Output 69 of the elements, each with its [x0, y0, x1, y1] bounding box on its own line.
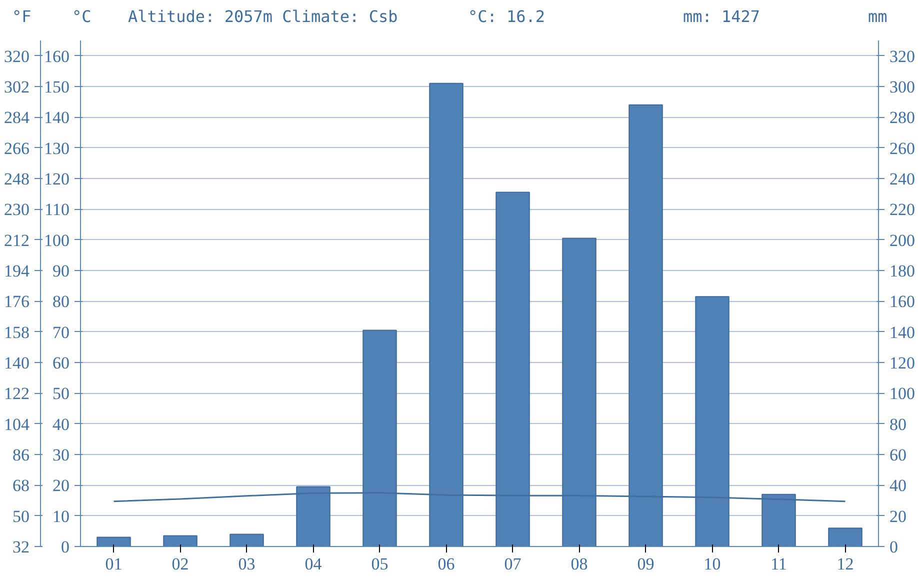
y2-tick-label: 60 [890, 446, 906, 464]
y3-tick-label: 176 [4, 292, 30, 312]
y-tick-label: 60 [52, 354, 70, 372]
y3-tick-label: 320 [4, 46, 30, 66]
y-tick-label: 150 [44, 78, 70, 96]
y-tick-label: 80 [52, 292, 70, 312]
y3-tick-label: 86 [12, 446, 30, 464]
y-tick-label: 0 [61, 538, 70, 556]
x-tick-label: 09 [637, 554, 654, 574]
y-tick-label: 70 [52, 322, 70, 342]
x-tick-label: 05 [371, 554, 388, 574]
y3-tick-label: 284 [4, 108, 30, 128]
y3-axis-title: °F [12, 6, 32, 28]
y3-tick-label: 194 [4, 262, 30, 280]
y3-tick-label: 230 [4, 200, 30, 220]
text: mm: 1427 [683, 6, 760, 28]
y2-tick-label: 300 [890, 78, 915, 96]
y-tick-label: 50 [52, 384, 70, 404]
x-tick-label: 08 [570, 554, 588, 574]
y2-tick-label: 200 [890, 230, 915, 250]
y-tick-label: 30 [52, 446, 70, 464]
y2-tick-label: 80 [890, 414, 906, 434]
x-tick-label: 10 [704, 554, 721, 574]
y-tick-label: 130 [44, 138, 70, 158]
y3-tick-label: 122 [4, 384, 30, 404]
y3-tick-label: 50 [12, 506, 30, 526]
y3-tick-label: 302 [4, 78, 30, 96]
y3-tick-label: 248 [4, 170, 30, 188]
y-tick-label: 90 [52, 262, 70, 280]
y2-tick-label: 180 [890, 262, 915, 280]
y-tick-label: 20 [52, 476, 70, 496]
y3-tick-label: 212 [4, 230, 30, 250]
x-tick-label: 04 [304, 554, 322, 574]
y3-tick-label: 104 [4, 414, 30, 434]
x-tick-label: 03 [238, 554, 256, 574]
x-tick-label: 01 [105, 554, 122, 574]
y3-tick-label: 158 [4, 322, 30, 342]
y2-axis-title: mm [868, 6, 888, 28]
y3-tick-label: 68 [12, 476, 30, 496]
y-axis-title: °C [72, 6, 92, 28]
y2-tick-label: 240 [890, 170, 915, 188]
y2-tick-label: 140 [890, 322, 915, 342]
y-tick-label: 140 [44, 108, 70, 128]
y-tick-label: 10 [52, 506, 70, 526]
y2-tick-label: 0 [890, 538, 898, 556]
x-tick-label: 06 [438, 554, 455, 574]
y2-tick-label: 220 [890, 200, 915, 220]
y2-tick-label: 160 [890, 292, 915, 312]
y-tick-label: 110 [44, 200, 70, 220]
x-tick-label: 11 [770, 554, 787, 574]
y2-tick-label: 320 [890, 46, 915, 66]
x-tick-label: 02 [172, 554, 189, 574]
y-tick-label: 160 [44, 46, 70, 66]
y3-tick-label: 140 [4, 354, 30, 372]
x-tick-label: 12 [836, 554, 854, 574]
y2-tick-label: 100 [890, 384, 915, 404]
y2-tick-label: 40 [890, 476, 906, 496]
y2-tick-label: 20 [890, 506, 906, 526]
y-tick-label: 40 [52, 414, 70, 434]
y-tick-label: 100 [44, 230, 70, 250]
y2-tick-label: 260 [890, 138, 915, 158]
y-tick-label: 120 [44, 170, 70, 188]
y3-tick-label: 32 [12, 538, 30, 556]
chart-title: Altitude: 2057m Climate: Csb [128, 6, 398, 28]
x-tick-label: 07 [504, 554, 522, 574]
text: °C: 16.2 [468, 6, 546, 28]
y3-tick-label: 266 [4, 138, 30, 158]
y2-tick-label: 280 [890, 108, 915, 128]
y2-tick-label: 120 [890, 354, 915, 372]
